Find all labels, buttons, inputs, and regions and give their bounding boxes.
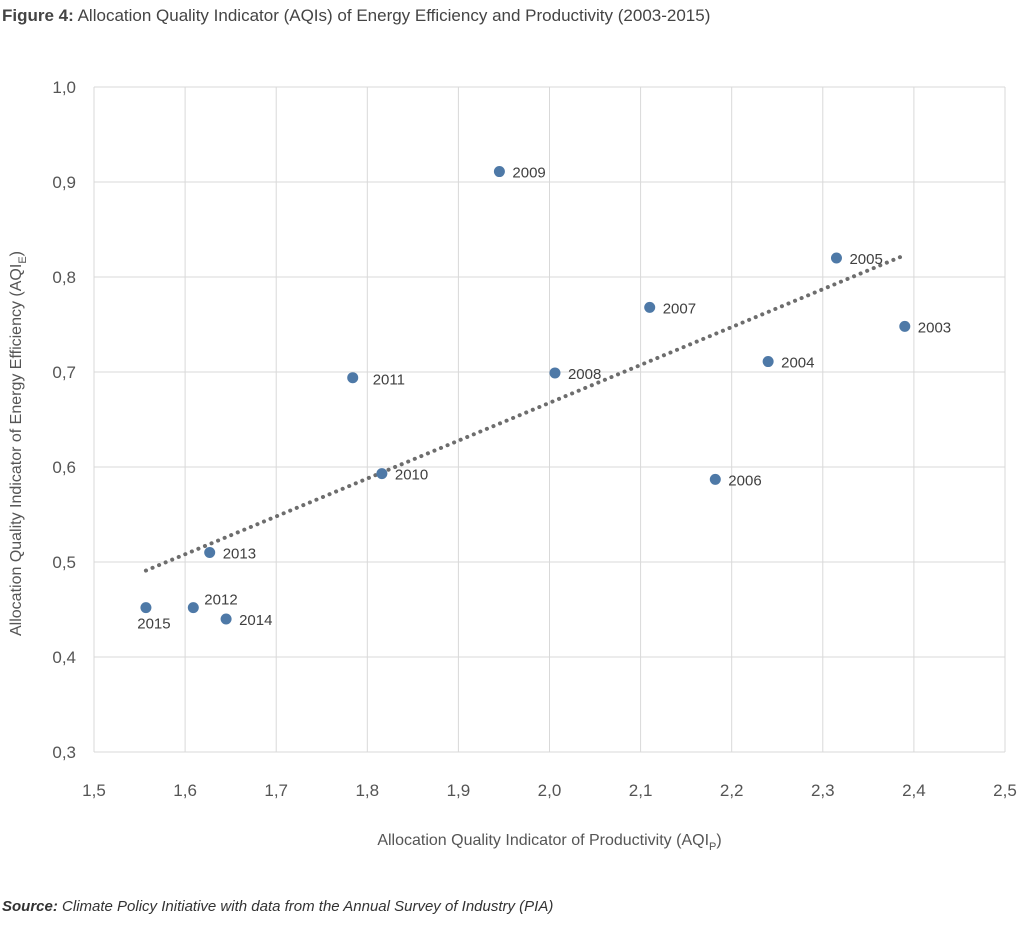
trendline — [143, 253, 907, 573]
y-axis-label: Allocation Quality Indicator of Energy E… — [8, 251, 29, 636]
x-tick-label: 1,7 — [264, 781, 288, 800]
data-label: 2011 — [373, 372, 405, 389]
data-label: 2009 — [512, 165, 545, 182]
data-point — [220, 613, 232, 625]
data-point — [493, 166, 505, 178]
data-point — [830, 252, 842, 264]
data-label: 2005 — [849, 251, 882, 268]
y-tick-label: 0,9 — [52, 173, 76, 192]
source-label: Source: — [2, 898, 58, 915]
data-point — [762, 356, 774, 368]
x-tick-label: 1,5 — [82, 781, 106, 800]
x-tick-label: 2,3 — [811, 781, 835, 800]
y-tick-label: 0,8 — [52, 268, 76, 287]
data-points: 2003 2004 2005 2006 2007 2008 2009 2010 2011 2012… — [137, 165, 951, 633]
y-axis-ticks: 0,3 0,4 0,5 0,6 0,7 0,8 0,9 1,0 — [52, 78, 76, 762]
y-tick-label: 1,0 — [52, 78, 76, 97]
trendline-group — [143, 253, 907, 573]
x-tick-label: 2,4 — [902, 781, 926, 800]
x-tick-label: 1,6 — [173, 781, 197, 800]
data-point — [187, 602, 199, 614]
y-tick-label: 0,3 — [52, 743, 76, 762]
figure-title: Figure 4: Allocation Quality Indicator (… — [2, 6, 710, 26]
source-text: Climate Policy Initiative with data from… — [62, 898, 554, 915]
data-label: 2004 — [781, 355, 814, 372]
data-point — [204, 547, 216, 558]
data-point — [549, 367, 561, 379]
y-tick-label: 0,4 — [52, 648, 76, 667]
data-label: 2010 — [395, 467, 428, 484]
data-point — [376, 468, 388, 480]
x-tick-label: 2,0 — [538, 781, 562, 800]
chart-grid — [93, 86, 1006, 753]
data-point — [347, 372, 359, 384]
source-note: Source: Climate Policy Initiative with d… — [2, 898, 553, 915]
data-label: 2014 — [239, 612, 272, 629]
data-point — [140, 602, 152, 614]
data-label: 2015 — [137, 616, 170, 633]
data-point — [644, 301, 656, 313]
x-axis-ticks: 1,5 1,6 1,7 1,8 1,9 2,0 2,1 2,2 2,3 2,4 2,5 — [82, 781, 1017, 800]
scatter-chart: 1,5 1,6 1,7 1,8 1,9 2,0 2,1 2,2 2,3 2,4 2,5 0,3 0,4… — [8, 78, 1017, 853]
data-label: 2013 — [223, 546, 256, 563]
data-point — [709, 473, 721, 485]
y-tick-label: 0,6 — [52, 458, 76, 477]
y-tick-label: 0,5 — [52, 553, 76, 572]
data-point — [899, 320, 911, 332]
figure-label: Figure 4: — [2, 6, 74, 25]
x-tick-label: 1,8 — [355, 781, 379, 800]
data-label: 2007 — [663, 300, 696, 317]
x-tick-label: 2,1 — [629, 781, 653, 800]
x-axis-label: Allocation Quality Indicator of Producti… — [377, 832, 721, 853]
data-label: 2012 — [204, 592, 237, 609]
y-tick-label: 0,7 — [52, 363, 76, 382]
x-tick-label: 2,5 — [993, 781, 1017, 800]
x-tick-label: 1,9 — [447, 781, 471, 800]
data-label: 2006 — [728, 472, 761, 489]
data-label: 2003 — [918, 319, 951, 336]
figure-title-text: Allocation Quality Indicator (AQIs) of E… — [77, 6, 711, 25]
x-tick-label: 2,2 — [720, 781, 744, 800]
data-label: 2008 — [568, 366, 601, 383]
